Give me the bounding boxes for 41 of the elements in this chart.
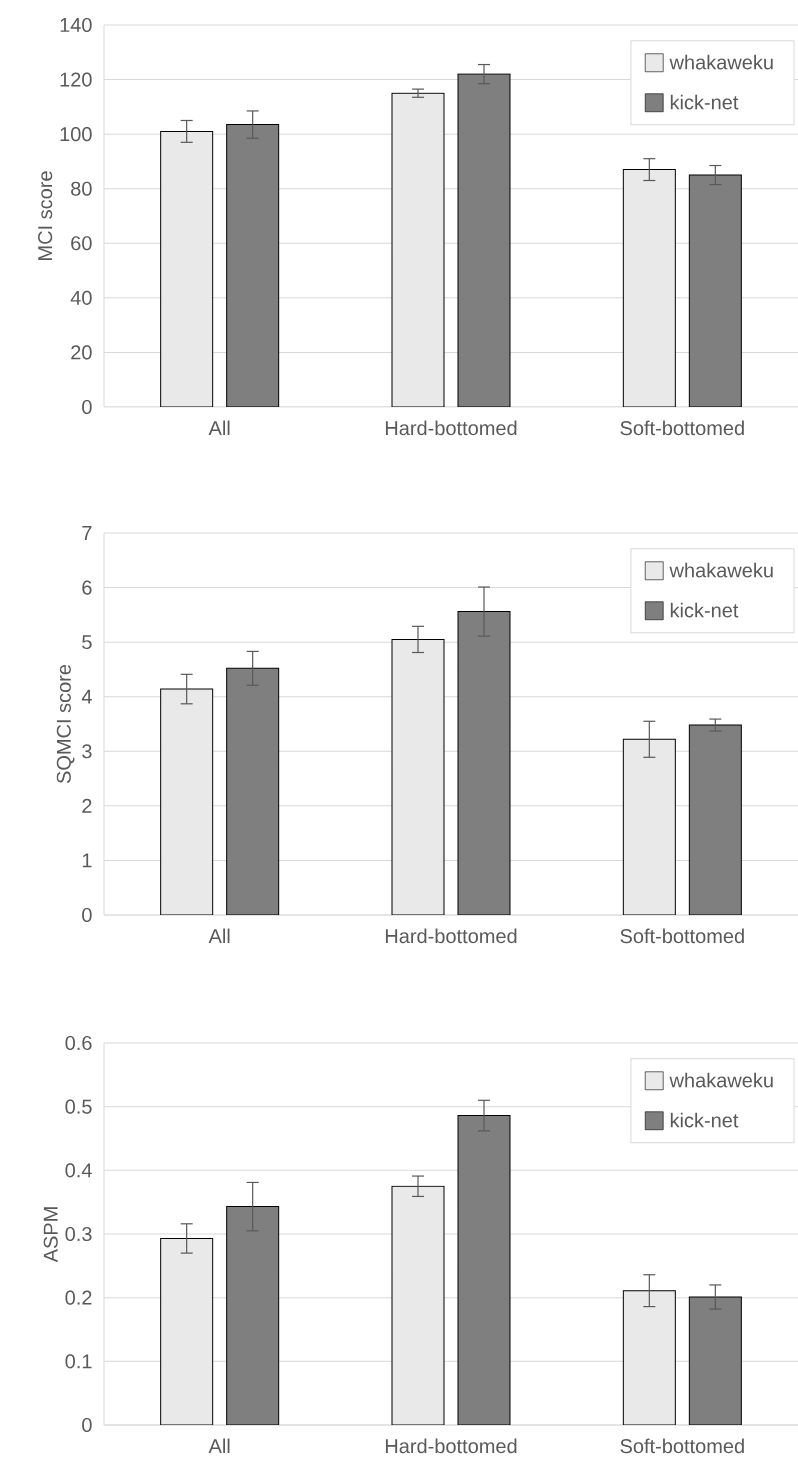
y-tick-label: 0 — [82, 907, 92, 923]
y-tick-label: 0.5 — [65, 1099, 92, 1114]
x-tick-label: Hard-bottomed — [385, 928, 517, 944]
y-tick-label: 1 — [82, 853, 92, 868]
y-axis-title: MCI score — [38, 171, 53, 260]
x-tick-label: All — [208, 928, 230, 944]
legend-label: kick-net — [670, 1112, 739, 1128]
x-tick-label: Soft-bottomed — [620, 928, 744, 944]
x-tick-label: Soft-bottomed — [620, 1438, 744, 1454]
x-tick-label: Hard-bottomed — [385, 420, 517, 436]
y-tick-label: 5 — [82, 635, 92, 650]
y-tick-label: 60 — [71, 236, 92, 251]
y-tick-label: 0.1 — [65, 1354, 92, 1369]
y-tick-label: 0 — [82, 399, 92, 415]
y-tick-label: 100 — [60, 127, 92, 142]
y-axis-title: SQMCI score — [56, 664, 75, 784]
legend-label: kick-net — [670, 602, 739, 618]
y-tick-label: 80 — [71, 181, 92, 196]
legend-label: whakaweku — [669, 54, 773, 70]
y-tick-label: 140 — [60, 17, 92, 33]
x-tick-label: All — [208, 1438, 230, 1454]
y-tick-label: 40 — [70, 290, 92, 305]
y-tick-label: 6 — [82, 580, 92, 595]
legend-label: whakaweku — [669, 1072, 773, 1088]
x-tick-label: Hard-bottomed — [385, 1438, 517, 1454]
y-tick-label: 3 — [82, 744, 92, 759]
y-tick-label: 4 — [81, 689, 92, 704]
y-tick-label: 0.3 — [65, 1226, 92, 1242]
legend-label: kick-net — [670, 94, 739, 110]
y-axis-title: ASPM — [43, 1207, 58, 1263]
legend-label: whakaweku — [669, 562, 773, 578]
y-tick-label: 20 — [71, 345, 92, 360]
y-tick-label: 0.2 — [65, 1290, 92, 1305]
y-tick-label: 0.6 — [65, 1035, 92, 1051]
y-tick-label: 2 — [82, 798, 92, 813]
y-tick-label: 7 — [82, 526, 92, 540]
x-tick-label: Soft-bottomed — [620, 420, 744, 436]
x-tick-label: All — [208, 420, 230, 436]
y-tick-label: 0 — [82, 1417, 92, 1433]
y-tick-label: 120 — [60, 72, 92, 87]
y-tick-label: 0.4 — [65, 1163, 92, 1178]
